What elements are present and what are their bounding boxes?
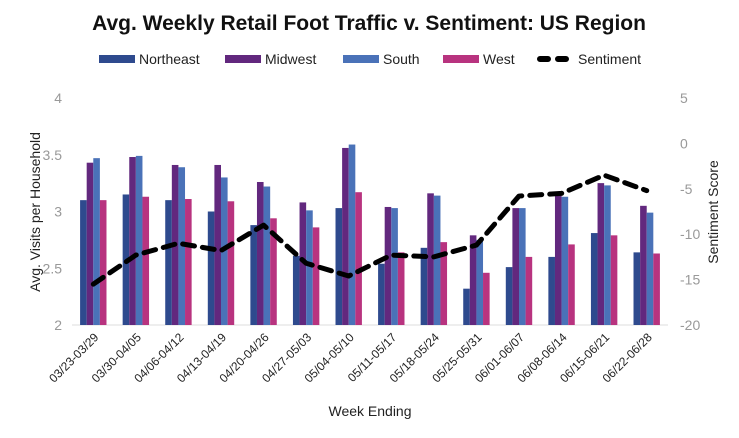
legend-swatch: [343, 55, 379, 63]
bar-west-9: [483, 272, 490, 325]
bar-west-4: [270, 218, 277, 325]
legend-swatch: [99, 55, 135, 63]
chart-title: Avg. Weekly Retail Foot Traffic v. Senti…: [92, 12, 646, 35]
y-tick-label: 2.5: [43, 260, 63, 276]
bar-northeast-5: [292, 255, 300, 325]
y-axis-left: 2 2.5 3 3.5 4: [43, 90, 63, 333]
bar-west-3: [227, 201, 235, 325]
legend-label: Northeast: [139, 51, 200, 67]
bar-midwest-0: [86, 162, 94, 325]
bar-midwest-4: [256, 181, 264, 325]
bar-west-5: [312, 227, 320, 325]
y2-tick-label: 5: [680, 90, 688, 106]
legend-item-northeast: Northeast: [99, 51, 200, 67]
y2-tick-label: -20: [680, 317, 700, 333]
bar-midwest-5: [299, 202, 307, 325]
bar-west-10: [525, 256, 533, 325]
bar-midwest-12: [597, 183, 605, 325]
bar-northeast-2: [165, 200, 172, 325]
bar-south-4: [263, 186, 271, 325]
sentiment-line-group: [90, 172, 650, 287]
bar-midwest-3: [214, 164, 221, 325]
y2-tick-label: 0: [680, 135, 688, 151]
y-tick-label: 4: [54, 90, 62, 106]
bar-midwest-9: [469, 235, 477, 325]
bar-northeast-10: [505, 267, 513, 325]
bar-south-12: [604, 185, 611, 325]
y-tick-label: 3.5: [43, 147, 63, 163]
bar-west-1: [142, 196, 150, 325]
bar-south-11: [561, 196, 569, 325]
legend-item-midwest: Midwest: [225, 51, 316, 67]
bar-northeast-8: [420, 247, 428, 325]
y-axis-right-label: Sentiment Score: [705, 160, 721, 264]
bar-west-11: [568, 244, 575, 325]
bar-south-7: [391, 208, 398, 325]
y2-tick-label: -10: [680, 226, 700, 242]
legend-item-sentiment: Sentiment: [537, 51, 641, 67]
bar-south-13: [646, 212, 654, 325]
bar-west-2: [185, 199, 192, 325]
bar-west-8: [440, 242, 448, 325]
y2-tick-label: -15: [680, 272, 700, 288]
legend-item-west: West: [443, 51, 515, 67]
bar-south-10: [519, 208, 526, 325]
legend-label: Sentiment: [578, 51, 641, 67]
bar-midwest-7: [384, 206, 392, 325]
x-axis-ticks: 03/23-03/2903/30-04/0504/06-04/1204/13-0…: [46, 330, 655, 385]
bar-northeast-4: [250, 225, 257, 325]
bar-northeast-12: [590, 233, 598, 325]
legend-item-south: South: [343, 51, 420, 67]
bar-midwest-10: [512, 208, 519, 325]
bars: [80, 144, 660, 325]
bar-west-7: [397, 252, 405, 325]
bar-south-1: [135, 155, 143, 325]
legend-swatch: [443, 55, 479, 63]
bar-south-0: [93, 158, 100, 325]
x-axis-label: Week Ending: [328, 403, 411, 419]
bar-south-5: [306, 210, 313, 325]
bar-west-12: [610, 235, 618, 325]
bar-northeast-7: [378, 263, 385, 325]
bar-northeast-11: [548, 256, 555, 325]
legend: Northeast Midwest South West Sentiment: [99, 51, 641, 67]
legend-label: West: [483, 51, 515, 67]
bar-midwest-11: [554, 195, 562, 325]
sentiment-line: [90, 172, 650, 287]
bar-south-8: [433, 195, 441, 325]
bar-northeast-13: [633, 252, 641, 325]
bar-northeast-3: [207, 211, 215, 325]
bar-midwest-8: [427, 193, 434, 325]
bar-northeast-6: [335, 208, 343, 325]
legend-swatch: [225, 55, 261, 63]
bar-midwest-13: [640, 205, 647, 325]
bar-south-9: [476, 239, 484, 325]
bar-south-6: [348, 144, 356, 325]
y-tick-label: 3: [54, 204, 62, 220]
y2-tick-label: -5: [680, 181, 693, 197]
legend-label: Midwest: [265, 51, 316, 67]
bar-northeast-0: [80, 200, 87, 325]
bar-midwest-1: [129, 157, 136, 325]
bar-northeast-9: [463, 288, 470, 325]
bar-west-0: [99, 200, 107, 325]
y-tick-label: 2: [54, 317, 62, 333]
bar-midwest-6: [342, 147, 349, 325]
y-axis-right: -20 -15 -10 -5 0 5: [680, 90, 700, 333]
y-axis-left-label: Avg. Visits per Household: [27, 132, 43, 292]
legend-label: South: [383, 51, 420, 67]
bar-west-13: [653, 253, 660, 325]
bar-west-6: [355, 192, 362, 325]
